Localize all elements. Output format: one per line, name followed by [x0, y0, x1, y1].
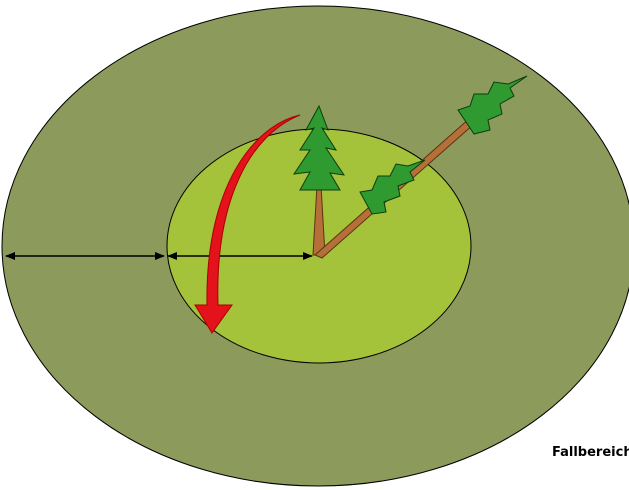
fall-area-label: Fallbereich: — [552, 445, 629, 460]
page: Fallbereich: (() => { const data = JSON.… — [0, 0, 629, 490]
diagram: Fallbereich: — [0, 0, 629, 490]
